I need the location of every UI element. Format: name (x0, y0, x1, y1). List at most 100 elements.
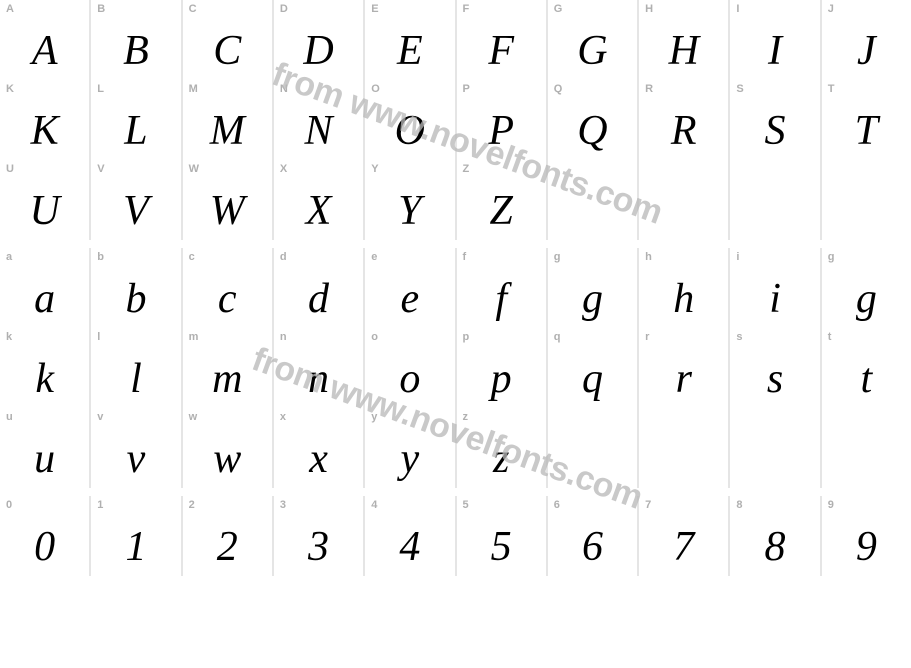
glyph-preview: g (832, 278, 901, 320)
glyph-cell: TT (822, 80, 911, 160)
glyph-preview: G (558, 30, 627, 72)
glyph-cell: CC (183, 0, 272, 80)
glyph-preview: U (10, 190, 79, 232)
glyph-cell: hh (639, 248, 728, 328)
glyph-label: 8 (736, 499, 742, 511)
glyph-preview: I (740, 30, 809, 72)
glyph-cell: PP (457, 80, 546, 160)
glyph-preview: c (193, 278, 262, 320)
glyph-label: g (828, 251, 835, 263)
glyph-cell: gg (822, 248, 911, 328)
glyph-preview: 6 (558, 526, 627, 568)
glyph-preview: W (193, 190, 262, 232)
glyph-cell: mm (183, 328, 272, 408)
glyph-cell: ZZ (457, 160, 546, 240)
glyph-cell: ww (183, 408, 272, 488)
glyph-preview: B (101, 30, 170, 72)
glyph-label: N (280, 83, 288, 95)
glyph-label: q (554, 331, 561, 343)
glyph-cell: 66 (548, 496, 637, 576)
glyph-cell: ss (730, 328, 819, 408)
glyph-cell: HH (639, 0, 728, 80)
glyph-cell (730, 160, 819, 240)
glyph-cell: RR (639, 80, 728, 160)
glyph-cell (730, 408, 819, 488)
glyph-label: n (280, 331, 287, 343)
glyph-cell: KK (0, 80, 89, 160)
glyph-cell: nn (274, 328, 363, 408)
glyph-label: R (645, 83, 653, 95)
glyph-preview: b (101, 278, 170, 320)
glyph-preview: h (649, 278, 718, 320)
glyph-cell: EE (365, 0, 454, 80)
glyph-preview: M (193, 110, 262, 152)
glyph-label: 7 (645, 499, 651, 511)
glyph-label: W (189, 163, 199, 175)
glyph-label: G (554, 3, 563, 15)
glyph-cell: 99 (822, 496, 911, 576)
glyph-label: o (371, 331, 378, 343)
glyph-label: I (736, 3, 739, 15)
glyph-cell: MM (183, 80, 272, 160)
glyph-cell: 11 (91, 496, 180, 576)
glyph-label: M (189, 83, 198, 95)
glyph-cell: VV (91, 160, 180, 240)
glyph-label: 2 (189, 499, 195, 511)
glyph-cell: OO (365, 80, 454, 160)
glyph-cell: 33 (274, 496, 363, 576)
glyph-cell: SS (730, 80, 819, 160)
glyph-cell: FF (457, 0, 546, 80)
glyph-label: x (280, 411, 286, 423)
glyph-cell: WW (183, 160, 272, 240)
glyph-label: f (463, 251, 467, 263)
glyph-cell: ll (91, 328, 180, 408)
glyph-label: a (6, 251, 12, 263)
glyph-cell: ii (730, 248, 819, 328)
glyph-preview: A (10, 30, 79, 72)
glyph-cell: xx (274, 408, 363, 488)
glyph-preview: 0 (10, 526, 79, 568)
glyph-label: 9 (828, 499, 834, 511)
glyph-cell: II (730, 0, 819, 80)
glyph-row: kkllmmnnooppqqrrsstt (0, 328, 911, 408)
glyph-label: r (645, 331, 649, 343)
glyph-label: v (97, 411, 103, 423)
glyph-cell: pp (457, 328, 546, 408)
glyph-label: 4 (371, 499, 377, 511)
glyph-label: b (97, 251, 104, 263)
glyph-cell: tt (822, 328, 911, 408)
glyph-preview: Z (467, 190, 536, 232)
glyph-label: 3 (280, 499, 286, 511)
glyph-cell: YY (365, 160, 454, 240)
glyph-label: P (463, 83, 470, 95)
glyph-preview: l (101, 358, 170, 400)
section-spacer (0, 240, 911, 248)
glyph-cell: 77 (639, 496, 728, 576)
glyph-preview: Q (558, 110, 627, 152)
glyph-cell (548, 408, 637, 488)
glyph-cell: 88 (730, 496, 819, 576)
glyph-preview: D (284, 30, 353, 72)
glyph-preview: N (284, 110, 353, 152)
glyph-label: y (371, 411, 377, 423)
glyph-cell: yy (365, 408, 454, 488)
glyph-label: m (189, 331, 199, 343)
glyph-label: u (6, 411, 13, 423)
glyph-label: h (645, 251, 652, 263)
glyph-cell: 44 (365, 496, 454, 576)
glyph-label: Z (463, 163, 470, 175)
glyph-row: UUVVWWXXYYZZ (0, 160, 911, 240)
glyph-label: C (189, 3, 197, 15)
glyph-label: k (6, 331, 12, 343)
glyph-cell: bb (91, 248, 180, 328)
glyph-preview: y (375, 438, 444, 480)
glyph-cell (639, 160, 728, 240)
glyph-preview: L (101, 110, 170, 152)
glyph-row: 00112233445566778899 (0, 496, 911, 576)
glyph-cell (639, 408, 728, 488)
glyph-cell: ee (365, 248, 454, 328)
glyph-preview: x (284, 438, 353, 480)
glyph-preview: T (832, 110, 901, 152)
glyph-cell: aa (0, 248, 89, 328)
glyph-preview: S (740, 110, 809, 152)
